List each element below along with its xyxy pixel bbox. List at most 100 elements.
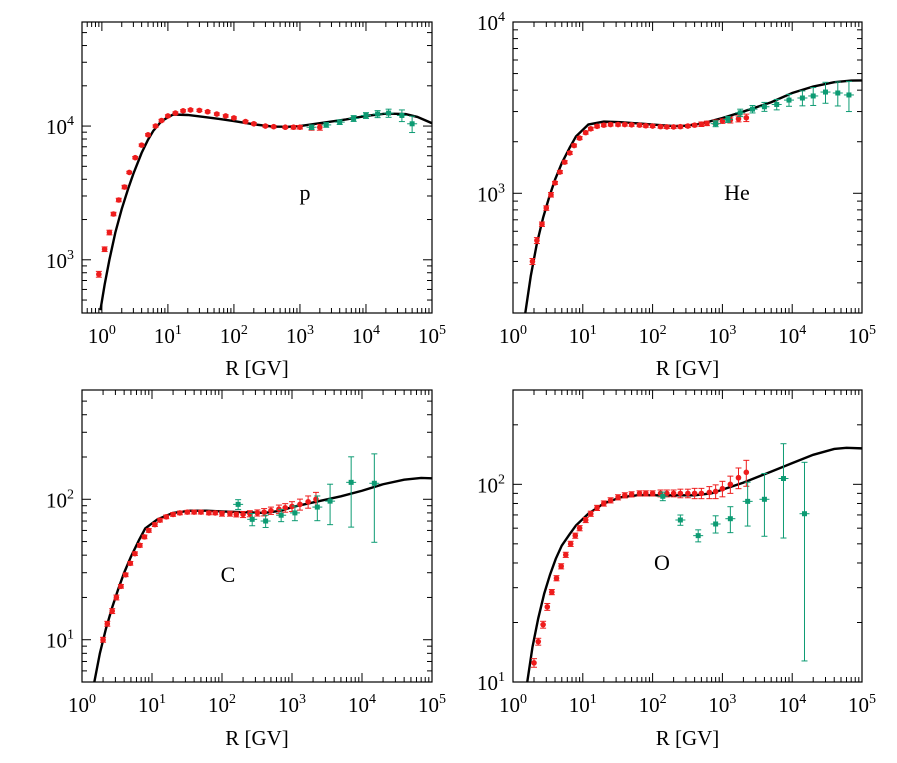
red-data-point [138,142,145,148]
x-tick-label: 101 [138,692,166,717]
green-data-point [346,456,357,528]
x-axis-label: R [GV] [656,726,720,750]
panel-he: 100 101 102 103 104 105 103 104 R [GV] He [477,10,876,380]
x-tick-label: 103 [286,323,314,348]
red-data-point [615,494,622,501]
x-tick-label: 102 [208,692,236,717]
red-data-point [254,509,261,517]
green-data-point [233,499,244,510]
red-data-point [163,514,170,520]
red-data-point [727,475,734,494]
red-data-point [141,534,148,540]
green-data-point [289,505,300,522]
red-data-point [587,510,594,517]
red-data-point [582,129,589,136]
red-data-point [132,154,139,161]
red-data-point [698,121,705,128]
green-data-point [657,491,668,502]
plot-area [93,453,432,682]
green-data-point [321,122,332,128]
red-data-point [547,191,554,198]
x-tick-label: 102 [639,692,667,717]
red-data-point [290,124,297,131]
red-data-point [556,169,563,175]
plot-frame [81,21,433,314]
green-data-point [675,514,686,526]
red-data-point [684,123,691,129]
red-data-point [636,122,643,128]
red-data-point [95,270,102,278]
red-data-point [567,540,574,547]
red-data-point [122,571,129,578]
green-data-point [325,483,336,526]
x-axis-label: R [GV] [225,356,289,380]
x-tick-label: 101 [154,323,182,348]
x-tick-label: 102 [639,323,667,348]
red-data-point [109,608,116,615]
red-data-point [104,620,111,627]
red-data-point [677,123,684,130]
axis-ticks [512,21,863,314]
x-tick-label: 104 [778,692,806,717]
red-data-point [176,510,183,516]
red-data-point [145,527,152,534]
green-data-point [372,110,383,119]
red-data-point [121,184,128,190]
red-data-point [703,120,710,127]
red-data-point [582,516,589,524]
red-data-point [113,594,120,601]
red-data-point [670,124,677,130]
green-data-point [820,81,831,104]
red-data-point [684,488,691,499]
plot-frame [81,389,433,683]
red-data-point [261,508,268,517]
red-data-point [158,117,165,124]
plot-frame [512,389,863,683]
green-data-point [693,529,704,543]
red-data-point [548,589,555,596]
green-data-point [369,453,380,543]
green-data-point [334,119,345,126]
x-tick-label: 101 [569,323,597,348]
green-data-point [843,80,854,113]
y-tick-label: 103 [477,181,505,206]
model-curve [99,112,432,311]
red-data-point [233,511,240,518]
red-data-point [296,498,303,511]
red-data-point [151,521,158,528]
red-data-point [594,504,601,511]
red-data-point [115,197,122,203]
green-data-point [407,115,418,134]
y-tick-label: 101 [46,628,74,653]
red-data-point [691,122,698,128]
red-data-point [649,123,656,129]
x-tick-label: 101 [569,692,597,717]
red-data-point [131,550,138,557]
model-curve [526,446,862,682]
panel-label: C [221,562,236,587]
x-axis-label: R [GV] [656,356,720,380]
x-tick-label: 104 [778,323,806,348]
red-data-point [562,551,569,558]
panel-p: 100 101 102 103 104 105 103 104 R [GV] p [46,21,446,380]
plot-area [95,107,432,311]
green-data-point [260,514,271,528]
red-data-point [561,159,568,165]
red-data-point [204,108,211,115]
red-data-point [222,113,229,119]
model-curve [524,79,862,313]
axis-ticks [512,389,863,683]
x-tick-label: 102 [220,323,248,348]
red-data-point [156,517,163,523]
green-data-point [710,515,721,534]
red-data-point [170,511,177,518]
red-data-point [587,125,594,132]
green-data-point [771,98,782,111]
red-data-point [615,121,622,128]
panel-label: O [654,550,670,575]
red-data-point [296,124,303,131]
green-data-point [710,120,721,128]
red-data-point [196,107,203,114]
red-data-point [538,221,545,227]
red-data-point [628,122,635,128]
